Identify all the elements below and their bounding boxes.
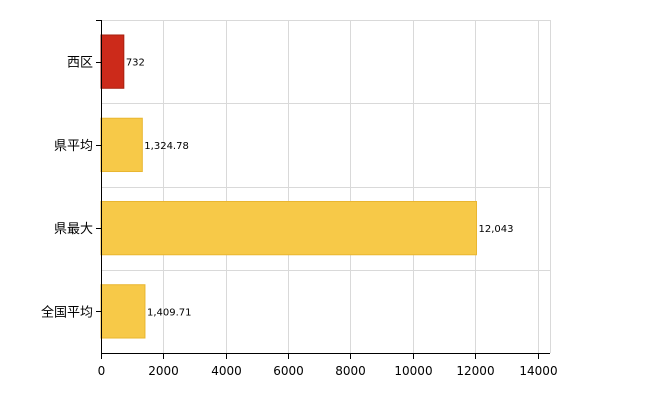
- data-label-3: 1,409.71: [147, 307, 192, 318]
- x-tick-label-1: 2000: [148, 364, 179, 378]
- x-tick-label-7: 14000: [519, 364, 557, 378]
- category-label-3: 全国平均: [41, 304, 93, 320]
- axes: [96, 20, 550, 359]
- labels: 732 西区 1,324.78 県平均 12,043 県最大 1,409.71 全国平均 0 20…: [41, 56, 558, 378]
- x-tick-label-4: 8000: [335, 364, 366, 378]
- bar-0: [100, 34, 125, 89]
- category-label-2: 県最大: [54, 222, 93, 237]
- bars: [100, 34, 478, 339]
- x-tick-label-0: 0: [98, 364, 106, 378]
- data-label-1: 1,324.78: [144, 141, 189, 152]
- x-tick-label-2: 4000: [211, 364, 242, 378]
- data-label-2: 12,043: [479, 224, 514, 235]
- data-label-0: 732: [126, 58, 145, 69]
- x-tick-label-6: 12000: [456, 364, 494, 378]
- x-tick-label-3: 6000: [273, 364, 304, 378]
- grid: [101, 20, 551, 354]
- bar-1: [100, 117, 143, 173]
- bar-2: [100, 200, 478, 256]
- category-label-0: 西区: [67, 56, 93, 71]
- x-tick-label-5: 10000: [394, 364, 432, 378]
- bar-3: [100, 284, 146, 339]
- category-label-1: 県平均: [54, 139, 93, 154]
